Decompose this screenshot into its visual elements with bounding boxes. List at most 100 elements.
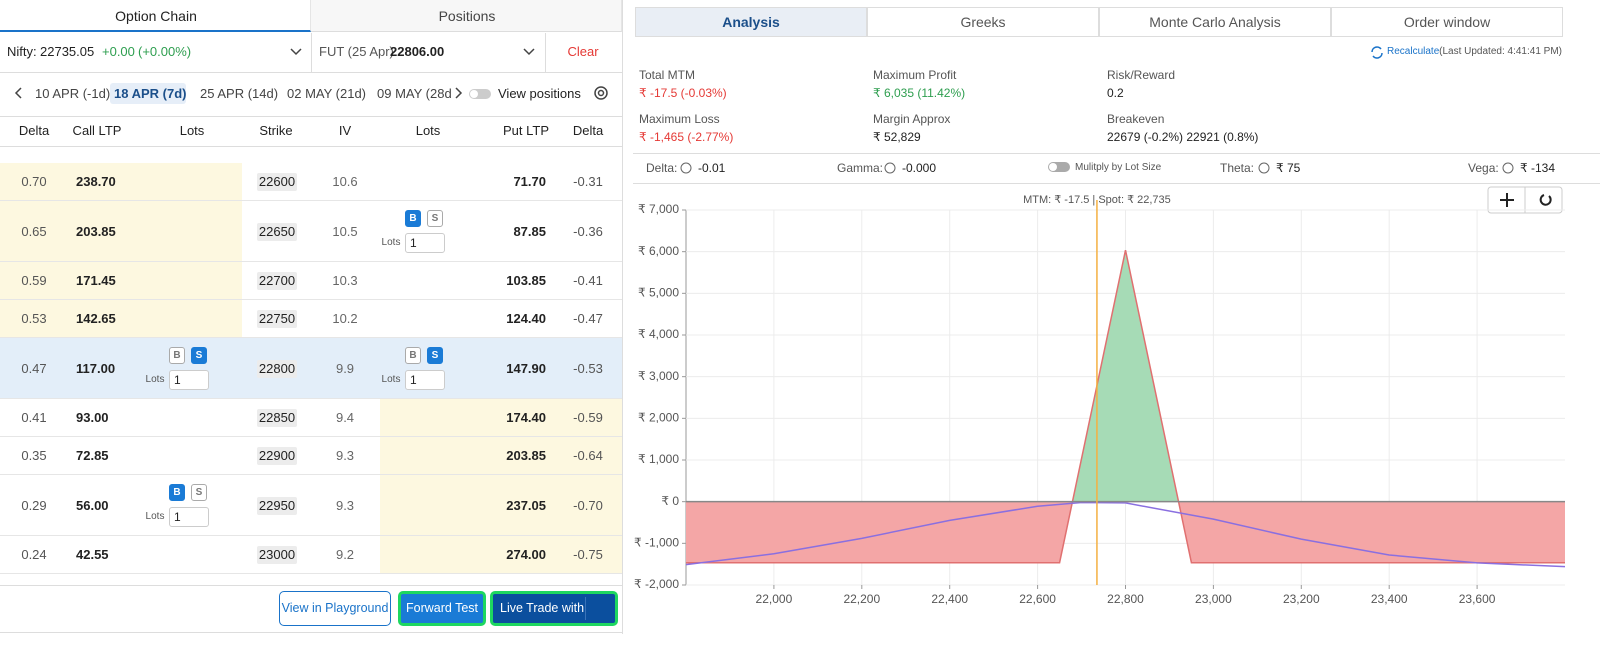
footer-button[interactable] xyxy=(490,591,618,626)
chart-tools[interactable] xyxy=(1487,186,1563,214)
nifty-change: +0.00 xyxy=(102,44,135,59)
stat-value: 0.2 xyxy=(1107,86,1124,100)
itm-shade xyxy=(380,536,622,574)
order-side-label[interactable]: B xyxy=(173,486,181,498)
lots-label: Lots xyxy=(381,373,401,385)
put-delta: -0.41 xyxy=(573,273,603,288)
lots-select[interactable] xyxy=(169,369,209,390)
analysis-tab-label[interactable]: Order window xyxy=(1403,14,1491,30)
order-side-buy[interactable] xyxy=(169,483,185,501)
iv: 9.3 xyxy=(335,497,355,513)
chart-annotation: MTM: ₹ -17.5 | Spot: ₹ 22,735 xyxy=(1023,194,1171,206)
clear-button[interactable]: Clear xyxy=(567,44,599,59)
put-ltp: 203.85 xyxy=(506,448,546,463)
call-delta: 0.59 xyxy=(21,273,47,288)
put-ltp: 103.85 xyxy=(506,273,546,288)
call-delta: 0.41 xyxy=(21,410,47,425)
row-border xyxy=(0,573,622,574)
expiry[interactable]: 25 APR (14d) xyxy=(200,86,279,101)
chevrons xyxy=(14,48,535,99)
order-side-sell[interactable] xyxy=(191,346,207,364)
view-positions[interactable]: View positions xyxy=(498,86,581,101)
lots-select[interactable] xyxy=(405,232,445,253)
selector-divider xyxy=(311,33,312,72)
x-tick-label: 22,400 xyxy=(931,592,968,606)
call-ltp: 117.00 xyxy=(76,360,116,376)
future-label: FUT (25 Apr) xyxy=(319,44,394,59)
expiry[interactable]: 10 APR (-1d) xyxy=(35,86,111,101)
strike-box xyxy=(257,310,297,328)
selector-divider xyxy=(545,33,546,72)
lots-value[interactable]: 1 xyxy=(174,509,181,524)
analysis-tab[interactable] xyxy=(1099,7,1331,37)
order-side-label[interactable]: B xyxy=(173,349,181,361)
iv: 9.9 xyxy=(335,360,355,376)
call-ltp: 171.45 xyxy=(76,273,116,288)
lots-value[interactable]: 1 xyxy=(174,372,181,387)
tab[interactable] xyxy=(311,0,622,32)
recalculate[interactable]: Recalculate xyxy=(1387,46,1440,57)
lots-value[interactable]: 1 xyxy=(410,235,417,250)
order-side-label[interactable]: S xyxy=(195,349,203,361)
strike: 22700 xyxy=(258,273,296,288)
lots-label: Lots xyxy=(145,510,165,522)
expiry[interactable]: 02 MAY (21d) xyxy=(287,86,367,101)
stat-value: ₹ -1,465 (-2.77%) xyxy=(639,130,734,144)
x-tick-label: 23,400 xyxy=(1371,592,1408,606)
lots-select[interactable] xyxy=(169,506,209,527)
order-side-label[interactable]: B xyxy=(409,212,417,224)
analysis-tab-label[interactable]: Analysis xyxy=(722,14,780,30)
call-ltp: 56.00 xyxy=(76,497,109,513)
expiry-active-bg xyxy=(110,83,186,104)
payoff-line xyxy=(686,250,1565,564)
lot-size-toggle-label: Mulitply by Lot Size xyxy=(1075,162,1162,173)
analysis-tab[interactable] xyxy=(635,7,867,37)
footer-button-label[interactable]: Forward Test xyxy=(405,601,479,615)
order-side-label[interactable]: B xyxy=(409,349,417,361)
x-tick-label: 22,200 xyxy=(843,592,880,606)
strike-box xyxy=(257,173,297,191)
analysis-tab-label[interactable]: Greeks xyxy=(960,14,1006,30)
order-side-sell[interactable] xyxy=(191,483,207,501)
footer-button[interactable] xyxy=(398,591,486,626)
header-row xyxy=(0,116,622,147)
greek-label: Vega: xyxy=(1468,161,1499,175)
order-side-label[interactable]: S xyxy=(431,212,439,224)
call-ltp: 238.70 xyxy=(76,174,116,189)
recalculate-icon[interactable] xyxy=(1371,46,1383,59)
order-side-label[interactable]: S xyxy=(195,486,203,498)
lots-value[interactable]: 1 xyxy=(410,372,417,387)
tab[interactable] xyxy=(0,0,311,32)
analysis-tab-label[interactable]: Monte Carlo Analysis xyxy=(1149,14,1281,30)
expiry[interactable]: 18 APR (7d) xyxy=(114,86,187,101)
expiry[interactable]: 09 MAY (28d xyxy=(377,86,452,101)
iv: 10.3 xyxy=(332,273,358,288)
order-side-label[interactable]: S xyxy=(431,349,439,361)
settings-icon[interactable] xyxy=(594,86,608,100)
strike: 22750 xyxy=(258,311,296,326)
order-side-buy[interactable] xyxy=(169,346,185,364)
order-side-buy[interactable] xyxy=(405,209,421,227)
itm-shade xyxy=(0,262,242,300)
tab-label[interactable]: Positions xyxy=(438,8,496,24)
footer-button[interactable] xyxy=(279,591,391,626)
order-side-sell[interactable] xyxy=(427,209,443,227)
analysis-tab[interactable] xyxy=(1331,7,1563,37)
footer-button-label[interactable]: View in Playground xyxy=(281,601,389,615)
y-tick-label: ₹ -1,000 xyxy=(634,536,679,550)
strike-box xyxy=(257,496,297,515)
stat-label: Breakeven xyxy=(1107,112,1165,126)
tab-label[interactable]: Option Chain xyxy=(115,8,197,24)
selector-row-border xyxy=(0,72,622,73)
lots-select[interactable] xyxy=(405,369,445,390)
nifty-change-pct: (+0.00%) xyxy=(138,44,192,59)
strike: 22800 xyxy=(258,360,296,376)
stat-value: ₹ 6,035 (11.42%) xyxy=(873,86,966,100)
y-tick-label: ₹ 5,000 xyxy=(638,286,679,300)
order-side-sell[interactable] xyxy=(427,346,443,364)
footer-button-label[interactable]: Live Trade with xyxy=(500,601,585,615)
order-side-buy[interactable] xyxy=(405,346,421,364)
analysis-tab[interactable] xyxy=(867,7,1099,37)
iv: 10.2 xyxy=(332,311,358,326)
iv: 10.6 xyxy=(332,174,358,189)
